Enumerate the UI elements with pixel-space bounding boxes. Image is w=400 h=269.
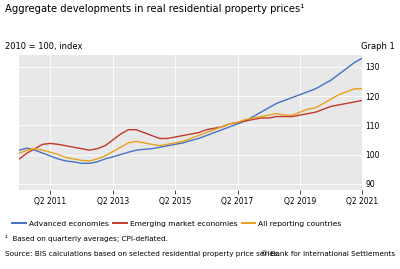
Text: Aggregate developments in real residential property prices¹: Aggregate developments in real residenti… (5, 4, 304, 14)
Text: ¹  Based on quarterly averages; CPI-deflated.: ¹ Based on quarterly averages; CPI-defla… (5, 235, 168, 242)
Legend: Advanced economies, Emerging market economies, All reporting countries: Advanced economies, Emerging market econ… (9, 218, 344, 230)
Text: Source: BIS calculations based on selected residential property price series.: Source: BIS calculations based on select… (5, 251, 280, 257)
Text: 2010 = 100, index: 2010 = 100, index (5, 42, 82, 51)
Text: Graph 1: Graph 1 (362, 42, 395, 51)
Text: © Bank for International Settlements: © Bank for International Settlements (261, 251, 395, 257)
